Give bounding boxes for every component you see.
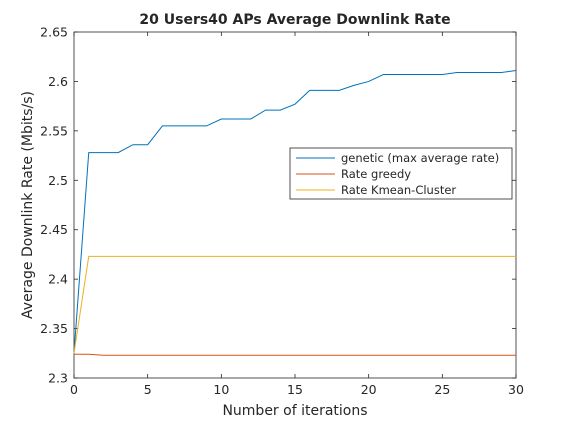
- y-tick-label: 2.5: [48, 173, 68, 188]
- y-axis-label: Average Downlink Rate (Mbits/s): [20, 91, 36, 319]
- x-tick-label: 5: [144, 382, 152, 397]
- plot-area: [73, 31, 517, 379]
- axis-ticks: 0 5 10 15 20 25 30 2.3 2.35 2.4 2.45 2.5 2.55 2.6 2.65: [40, 25, 524, 398]
- y-tick-label: 2.35: [40, 321, 68, 336]
- y-tick-label: 2.4: [48, 272, 68, 287]
- x-tick-label: 25: [434, 382, 450, 397]
- x-tick-label: 15: [287, 382, 303, 397]
- chart-title: 20 Users40 APs Average Downlink Rate: [139, 12, 450, 28]
- y-tick-label: 2.55: [40, 123, 68, 138]
- y-tick-label: 2.3: [48, 371, 68, 386]
- y-tick-label: 2.45: [40, 222, 68, 237]
- series-layer: [73, 70, 517, 356]
- legend-label-1: Rate greedy: [341, 167, 411, 181]
- legend-label-2: Rate Kmean-Cluster: [341, 183, 456, 197]
- series-line-1: [74, 353, 516, 356]
- series-line-0: [73, 70, 517, 354]
- x-tick-label: 10: [213, 382, 229, 397]
- x-axis-label: Number of iterations: [222, 403, 367, 419]
- legend: genetic (max average rate) Rate greedy Rat…: [289, 147, 513, 200]
- y-tick-label: 2.65: [40, 25, 68, 40]
- legend-label-0: genetic (max average rate): [341, 151, 499, 165]
- x-tick-label: 30: [508, 382, 524, 397]
- x-tick-label: 0: [70, 382, 78, 397]
- series-line-2: [73, 255, 516, 354]
- x-tick-label: 20: [361, 382, 377, 397]
- y-tick-label: 2.6: [48, 74, 68, 89]
